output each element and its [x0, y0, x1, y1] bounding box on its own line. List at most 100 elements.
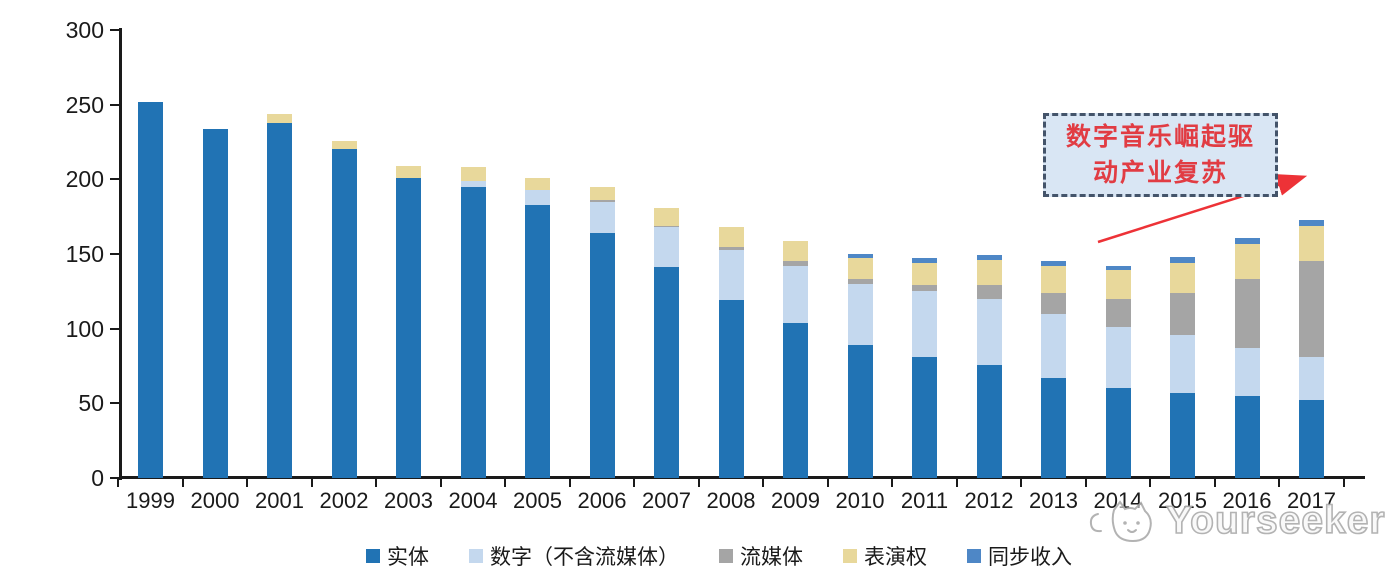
bar-segment	[1170, 256, 1195, 263]
x-axis-label: 2001	[255, 488, 304, 513]
x-axis-tick	[762, 479, 765, 487]
y-axis-line	[119, 28, 122, 480]
annotation-text-line2: 动产业复苏	[1092, 159, 1228, 187]
x-axis-label: 2004	[448, 488, 498, 513]
bar-segment	[783, 265, 808, 323]
y-axis-label: 0	[91, 465, 104, 491]
bar-segment	[718, 246, 744, 250]
x-axis-label: 2017	[1287, 488, 1336, 513]
x-axis-tick	[633, 479, 636, 487]
legend-swatch-icon	[469, 549, 483, 563]
bar-segment	[1041, 377, 1066, 478]
bar-segment	[1234, 237, 1260, 244]
bar-segment	[654, 207, 679, 226]
bar-segment	[1234, 395, 1260, 478]
x-axis-label: 2003	[384, 488, 433, 513]
bar-segment	[654, 225, 679, 228]
x-axis-tick	[955, 479, 958, 487]
bar-segment	[589, 233, 615, 478]
x-axis-tick	[375, 479, 378, 487]
bar-segment	[460, 186, 486, 478]
x-axis-label: 2009	[771, 488, 820, 513]
bar-segment	[396, 165, 421, 178]
legend-swatch-icon	[967, 549, 981, 563]
bar-segment	[1170, 334, 1195, 393]
bar-segment	[331, 149, 357, 478]
bar-segment	[976, 298, 1002, 365]
bar-segment	[1170, 262, 1195, 293]
bar-segment	[1234, 243, 1260, 280]
bar-segment	[1299, 225, 1324, 262]
bar-segment	[1041, 265, 1066, 293]
bar-segment	[912, 262, 937, 286]
y-axis-label: 100	[65, 315, 104, 342]
x-axis-tick	[1213, 479, 1216, 487]
x-axis-label: 2016	[1222, 488, 1272, 513]
x-axis-label: 2002	[319, 488, 369, 513]
x-axis-label: 2012	[964, 488, 1014, 513]
bar-segment	[1105, 270, 1131, 299]
legend-item: 数字（不含流媒体）	[469, 541, 679, 571]
bar-segment	[718, 227, 744, 247]
bar-segment	[1234, 279, 1260, 349]
bar-segment	[1041, 292, 1066, 314]
x-axis-tick	[1149, 479, 1152, 487]
x-axis-label: 2007	[642, 488, 691, 513]
x-axis-tick	[1020, 479, 1023, 487]
x-axis-tick	[504, 479, 507, 487]
x-axis-label: 2014	[1093, 488, 1143, 513]
annotation-callout: 数字音乐崛起驱 动产业复苏	[1043, 113, 1278, 197]
bar-segment	[654, 267, 679, 478]
y-axis-tick	[110, 402, 120, 405]
bar-segment	[912, 258, 937, 263]
legend-item: 同步收入	[967, 541, 1072, 571]
bar-segment	[525, 177, 550, 190]
y-axis-label: 150	[65, 241, 104, 267]
bar-segment	[912, 291, 937, 358]
x-axis-label: 2008	[706, 488, 756, 513]
bar-segment	[589, 201, 615, 234]
bar-segment	[847, 258, 873, 280]
x-axis-label: 2000	[190, 488, 240, 513]
bar-segment	[1299, 357, 1324, 401]
legend-item: 流媒体	[719, 541, 803, 571]
x-axis-label: 2006	[577, 488, 627, 513]
bar-segment	[976, 364, 1002, 478]
y-axis-tick	[110, 327, 120, 330]
y-axis-tick	[110, 253, 120, 255]
y-axis-tick	[110, 477, 120, 479]
bar-segment	[396, 177, 421, 478]
bar-segment	[847, 283, 873, 346]
bar-segment	[138, 101, 163, 478]
y-axis-tick	[110, 178, 120, 181]
x-axis-tick	[117, 479, 120, 487]
bar-segment	[525, 204, 550, 478]
legend-swatch-icon	[843, 549, 857, 563]
legend-label: 实体	[387, 546, 429, 569]
x-axis-label: 2010	[835, 488, 885, 513]
x-axis-label: 2013	[1029, 488, 1078, 513]
annotation-text-line1: 数字音乐崛起驱	[1065, 123, 1255, 151]
legend-item: 表演权	[843, 541, 927, 571]
bar-segment	[1299, 261, 1324, 358]
bar-segment	[202, 128, 228, 478]
bar-segment	[912, 357, 937, 478]
bar-segment	[718, 249, 744, 301]
bar-segment	[1041, 313, 1066, 378]
bar-segment	[267, 113, 292, 123]
legend-label: 流媒体	[740, 546, 803, 569]
y-axis-tick	[110, 29, 120, 31]
x-axis-tick	[439, 479, 442, 487]
legend-item: 实体	[366, 541, 429, 571]
bar-segment	[460, 180, 486, 187]
bar-segment	[1170, 292, 1195, 335]
x-axis-tick	[697, 479, 700, 487]
bar-segment	[525, 189, 550, 205]
y-axis-label: 200	[65, 166, 104, 193]
bar-segment	[1105, 388, 1131, 478]
bar-segment	[718, 300, 744, 478]
legend-swatch-icon	[719, 549, 733, 563]
legend-swatch-icon	[366, 549, 380, 563]
bar-segment	[976, 285, 1002, 299]
